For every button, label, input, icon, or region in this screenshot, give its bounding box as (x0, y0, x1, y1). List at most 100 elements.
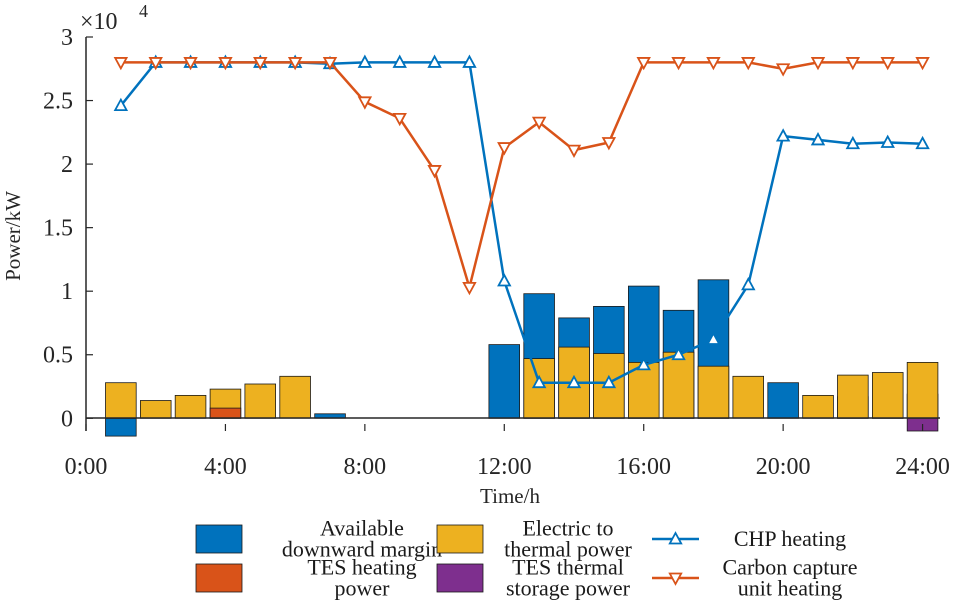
marker-carbon-capture-unit-heating-18 (706, 57, 721, 71)
line-chp-heating (119, 61, 923, 384)
y-tick-label-30000: 3 (61, 25, 73, 51)
marker-carbon-capture-unit-heating-14 (566, 144, 582, 159)
y-exponent-power: 4 (139, 1, 148, 21)
y-tick-label-25000: 2.5 (43, 89, 73, 115)
bar-electric-to-thermal-power-17 (662, 351, 695, 419)
bar-electric-to-thermal-power-21 (802, 394, 834, 419)
legend-tes-heating-power-swatch (195, 563, 243, 593)
bar-electric-to-thermal-power-13 (523, 358, 555, 419)
marker-carbon-capture-unit-heating-21 (810, 57, 826, 71)
legend-tes-thermal-storage-power-swatch (436, 563, 484, 593)
lines-layer (113, 54, 930, 389)
marker-chp-heating-11 (462, 54, 477, 68)
marker-chp-heating-15 (601, 374, 617, 389)
marker-chp-heating-19 (741, 276, 756, 291)
legend-tes-thermal-storage-power-label-1: TES thermal (512, 555, 624, 580)
bar-electric-to-thermal-power-6 (279, 375, 311, 419)
marker-carbon-capture-unit-heating-6 (287, 57, 303, 71)
marker-chp-heating-10 (427, 54, 442, 68)
bars-layer (105, 279, 939, 437)
marker-carbon-capture-unit-heating-24 (915, 57, 930, 71)
x-axis-title: Time/h (480, 484, 540, 508)
x-tick-label-20: 20:00 (756, 454, 811, 480)
marker-chp-heating-16 (636, 357, 651, 371)
x-tick-label-4: 4:00 (204, 454, 247, 480)
bar-electric-to-thermal-power-19 (732, 375, 765, 419)
marker-carbon-capture-unit-heating-19 (741, 57, 756, 71)
y-exponent-base: ×10 (80, 9, 118, 35)
marker-carbon-capture-unit-heating-3 (183, 57, 198, 71)
marker-chp-heating-17 (671, 346, 686, 361)
marker-carbon-capture-unit-heating-13 (531, 116, 547, 131)
legend-electric-to-thermal-power-swatch (436, 524, 484, 554)
legend-carbon-capture-unit-heating-label-2: unit heating (738, 576, 842, 601)
legend-electric-to-thermal-power-label-1: Electric to (522, 516, 613, 541)
legend-chp-heating-marker (668, 531, 683, 545)
y-tick-label-5000: 0.5 (43, 343, 73, 369)
y-tick-label-15000: 1.5 (43, 216, 73, 242)
x-tick-label-24: 24:00 (895, 454, 950, 480)
marker-carbon-capture-unit-heating-16 (636, 57, 651, 71)
marker-carbon-capture-unit-heating-4 (218, 57, 233, 71)
x-tick-label-0: 0:00 (65, 454, 108, 480)
marker-chp-heating-21 (810, 132, 826, 146)
marker-carbon-capture-unit-heating-5 (253, 57, 268, 71)
bar-electric-to-thermal-power-1 (105, 382, 137, 419)
marker-carbon-capture-unit-heating-9 (392, 112, 407, 127)
marker-chp-heating-14 (566, 374, 582, 389)
marker-chp-heating-12 (497, 273, 512, 287)
bar-electric-to-thermal-power-18 (697, 365, 730, 419)
legend-available-downward-margin-label-1: Available (320, 516, 404, 541)
bar-electric-to-thermal-power-2 (139, 400, 172, 419)
legend-electric-to-thermal-power-label-2: thermal power (504, 537, 632, 562)
legend-available-downward-margin-label-2: downward margin (282, 537, 442, 562)
x-tick-label-8: 8:00 (344, 454, 387, 480)
marker-carbon-capture-unit-heating-20 (775, 63, 791, 77)
legend-tes-heating-power-label-2: power (335, 576, 391, 601)
bar-electric-to-thermal-power-3 (174, 394, 207, 419)
legend-carbon-capture-unit-heating-label-1: Carbon capture (723, 555, 858, 580)
marker-carbon-capture-unit-heating-2 (148, 57, 163, 71)
line-carbon-capture-unit-heating (120, 61, 923, 293)
y-tick-label-10000: 1 (61, 279, 73, 305)
marker-carbon-capture-unit-heating-17 (671, 57, 686, 71)
marker-carbon-capture-unit-heating-1 (113, 57, 129, 71)
legend-chp-heating-label-1: CHP heating (734, 526, 846, 551)
marker-chp-heating-13 (531, 374, 547, 389)
y-tick-label-20000: 2 (61, 152, 73, 178)
marker-carbon-capture-unit-heating-8 (357, 96, 373, 110)
x-tick-label-12: 12:00 (477, 454, 532, 480)
marker-carbon-capture-unit-heating-12 (497, 142, 512, 156)
bar-available-downward-margin-12 (488, 344, 520, 419)
legend-available-downward-margin-swatch (195, 524, 243, 554)
marker-chp-heating-24 (915, 135, 930, 150)
bar-electric-to-thermal-power-5 (244, 383, 276, 419)
bar-electric-to-thermal-power-23 (872, 372, 904, 419)
legend-tes-thermal-storage-power-label-2: storage power (506, 576, 631, 601)
bar-electric-to-thermal-power-22 (837, 374, 869, 419)
marker-carbon-capture-unit-heating-23 (880, 57, 895, 71)
marker-carbon-capture-unit-heating-10 (427, 165, 442, 179)
y-tick-label-0: 0 (61, 406, 73, 432)
bar-electric-to-thermal-power-24 (906, 361, 939, 419)
marker-chp-heating-20 (775, 128, 791, 142)
bar-available-downward-margin-20 (767, 382, 799, 419)
marker-chp-heating-9 (392, 54, 407, 68)
y-axis-title: Power/kW (1, 191, 25, 281)
legend-tes-heating-power-label-1: TES heating (307, 555, 416, 580)
legend-carbon-capture-unit-heating-marker (668, 572, 683, 586)
bar-tes-heating-power-4 (209, 407, 242, 419)
marker-carbon-capture-unit-heating-7 (322, 57, 338, 71)
marker-carbon-capture-unit-heating-11 (462, 281, 477, 296)
marker-carbon-capture-unit-heating-22 (845, 57, 861, 71)
marker-carbon-capture-unit-heating-15 (601, 137, 617, 151)
bar-available-downward-margin-1 (105, 417, 137, 437)
marker-chp-heating-1 (113, 97, 129, 112)
marker-chp-heating-23 (880, 134, 895, 148)
marker-chp-heating-8 (357, 54, 373, 68)
axes-layer (85, 37, 940, 431)
marker-chp-heating-18 (706, 331, 721, 345)
marker-chp-heating-22 (845, 135, 861, 150)
